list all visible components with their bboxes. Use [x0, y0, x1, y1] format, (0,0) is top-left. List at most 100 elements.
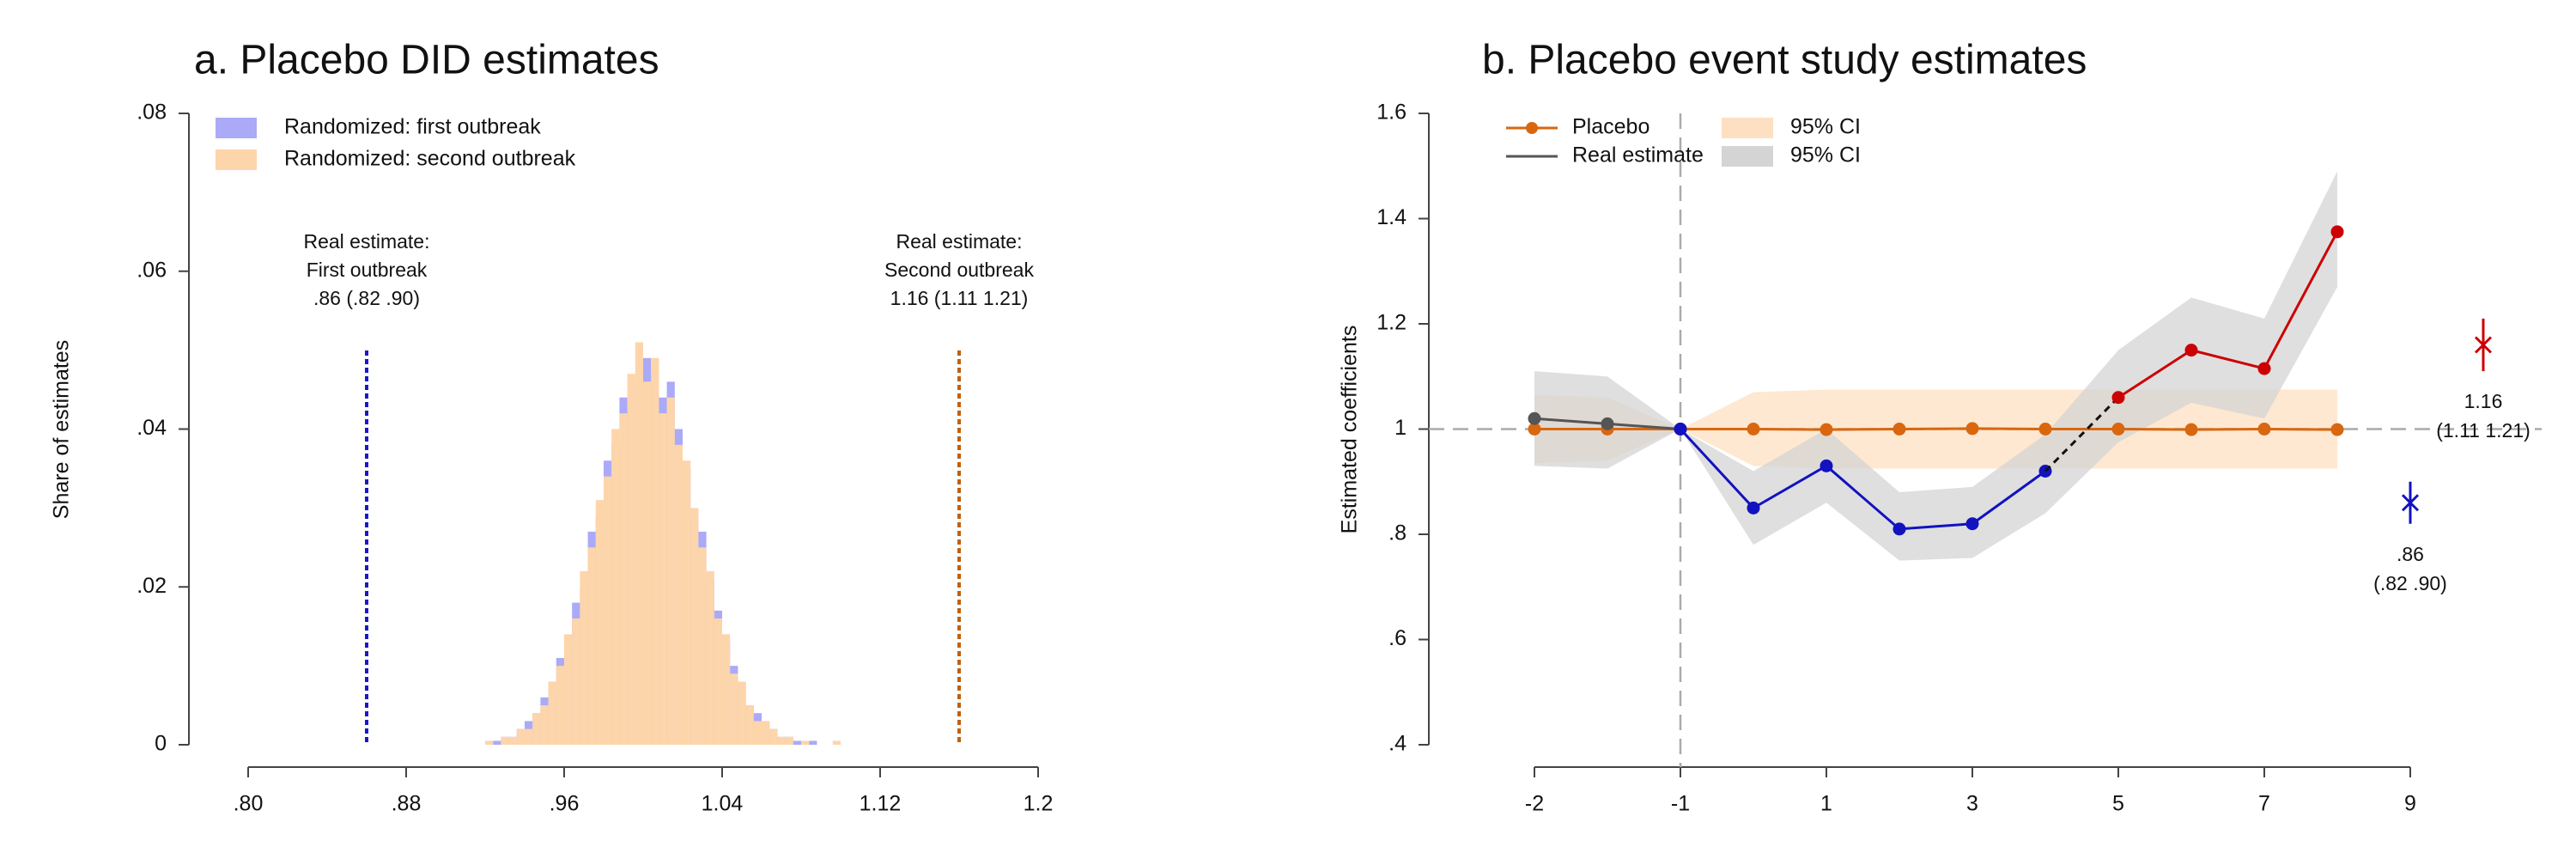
- histogram-bar: [501, 736, 509, 745]
- series-point: [2038, 423, 2052, 436]
- legend-label: Randomized: first outbreak: [284, 115, 541, 139]
- histogram-bar: [485, 740, 494, 745]
- chart-title: b. Placebo event study estimates: [1482, 38, 2087, 83]
- histogram-bar: [508, 736, 517, 745]
- y-tick-label: .8: [1388, 521, 1406, 545]
- x-tick-label: -1: [1671, 792, 1690, 816]
- series-point: [1528, 411, 1541, 425]
- series-point: [1674, 423, 1687, 436]
- histogram-bar: [730, 673, 738, 745]
- histogram-bar: [832, 740, 841, 745]
- estimate-marker: [2401, 494, 2420, 512]
- histogram-bar: [801, 740, 810, 745]
- series-point: [1965, 517, 1979, 531]
- legend-label: Placebo: [1572, 115, 1649, 139]
- histogram-bar: [809, 740, 817, 745]
- histogram-bar: [556, 666, 564, 745]
- x-tick-label: .88: [392, 792, 422, 816]
- x-tick-label: .80: [234, 792, 264, 816]
- series-point: [2111, 391, 2125, 405]
- histogram-bar: [698, 547, 707, 745]
- connector: [2044, 396, 2120, 472]
- legend-label: 95% CI: [1790, 143, 1861, 168]
- x-tick-label: 1: [1820, 792, 1832, 816]
- histogram-bar: [604, 476, 612, 745]
- series-point: [2257, 362, 2271, 375]
- histogram-bar: [690, 508, 699, 745]
- series-point: [1820, 459, 1833, 472]
- histogram-bar: [738, 681, 746, 745]
- legend-label: 95% CI: [1790, 115, 1861, 139]
- histogram-bar: [793, 740, 801, 745]
- estimate-ci-label: (1.11 1.21): [2436, 419, 2530, 442]
- y-tick-label: 1.6: [1376, 101, 1406, 125]
- legend-label: Randomized: second outbreak: [284, 147, 576, 171]
- series-line: [1534, 427, 2338, 431]
- series-point: [1893, 423, 1906, 436]
- histogram-bar: [564, 634, 573, 745]
- legend-swatch: [1722, 118, 1773, 138]
- histogram-bar: [525, 728, 533, 745]
- legend-swatch: [216, 149, 257, 170]
- series-point: [1528, 423, 1541, 436]
- histogram-bar: [635, 342, 643, 745]
- histogram-bar: [722, 634, 731, 745]
- x-tick-label: 5: [2112, 792, 2124, 816]
- histogram-bar: [706, 570, 714, 745]
- y-tick-label: 1: [1394, 416, 1406, 440]
- series-point: [1965, 422, 1979, 436]
- series-point: [2330, 225, 2344, 239]
- legend-label: Real estimate: [1572, 143, 1704, 168]
- x-tick-label: 1.12: [860, 792, 902, 816]
- legend-swatch: [1722, 146, 1773, 167]
- y-tick-label: .08: [137, 101, 167, 125]
- x-tick-label: 9: [2404, 792, 2416, 816]
- y-tick-label: .06: [137, 258, 167, 282]
- histogram-bar: [651, 357, 659, 745]
- histogram-bar: [762, 721, 770, 745]
- y-tick-label: .02: [137, 574, 167, 598]
- series-point: [2330, 423, 2344, 436]
- y-tick-label: 1.4: [1376, 205, 1406, 229]
- y-tick-label: .6: [1388, 626, 1406, 650]
- x-tick-label: 1.2: [1024, 792, 1054, 816]
- series-line: [1679, 428, 2046, 531]
- annotation: First outbreak: [307, 259, 428, 281]
- histogram-bar: [572, 618, 580, 745]
- x-tick-label: 7: [2258, 792, 2270, 816]
- histogram-bar: [516, 728, 525, 745]
- annotation: Real estimate:: [896, 230, 1022, 253]
- y-axis-label: Estimated coefficients: [1338, 326, 1362, 534]
- histogram-bar: [683, 460, 691, 745]
- histogram-bar: [619, 413, 628, 745]
- histogram-bar: [532, 713, 541, 745]
- series-point: [1747, 501, 1760, 515]
- legend-point: [1526, 122, 1538, 134]
- legend-swatch: [216, 118, 257, 138]
- histogram-bar: [769, 728, 778, 745]
- histogram-bar: [659, 413, 667, 745]
- x-tick-label: .96: [550, 792, 580, 816]
- confidence-band: [1534, 171, 2337, 561]
- series-point: [1747, 423, 1760, 436]
- annotation: Real estimate:: [303, 230, 429, 253]
- histogram-bar: [595, 500, 604, 745]
- series-point: [1893, 522, 1906, 536]
- y-axis-label: Share of estimates: [50, 340, 74, 519]
- estimate-label: .86: [2397, 543, 2424, 565]
- histogram-bar: [643, 381, 652, 745]
- annotation: 1.16 (1.11 1.21): [890, 287, 1029, 309]
- histogram-bar: [587, 547, 596, 745]
- series-point: [1601, 417, 1614, 430]
- x-tick-label: 3: [1966, 792, 1978, 816]
- y-tick-label: 1.2: [1376, 311, 1406, 335]
- series-line: [2117, 231, 2339, 399]
- annotation: .86 (.82 .90): [313, 287, 420, 309]
- annotation: Second outbreak: [884, 259, 1034, 281]
- y-tick-label: .4: [1388, 732, 1406, 756]
- series-point: [2257, 423, 2271, 436]
- histogram-bar: [540, 705, 549, 745]
- series-point: [1820, 423, 1833, 436]
- histogram-bar: [777, 736, 786, 745]
